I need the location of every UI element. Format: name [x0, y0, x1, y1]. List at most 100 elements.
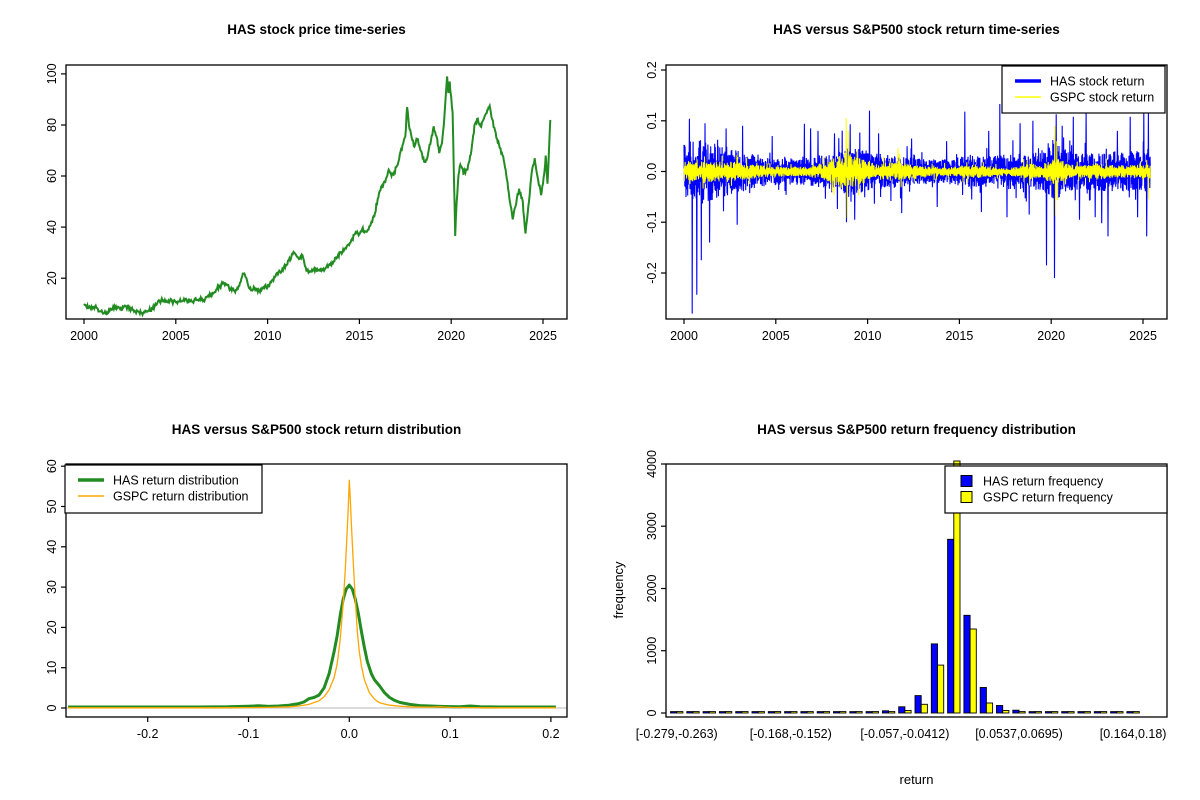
axes: 2000 2005 2010 2015 2020 2025 20 40 60 80 100	[45, 63, 557, 343]
bar	[1034, 711, 1042, 714]
legend-box	[64, 464, 263, 514]
x-tick-label: 2025	[1129, 329, 1157, 343]
bar	[1061, 711, 1069, 714]
bar	[1067, 711, 1075, 714]
bar	[937, 664, 945, 714]
y-tick-label: 0	[645, 709, 659, 716]
x-tick-label: 2020	[437, 329, 465, 343]
legend-label: HAS return distribution	[113, 474, 239, 488]
y-tick-label: 0.2	[645, 61, 659, 78]
legend-label: GSPC stock return	[1050, 91, 1154, 105]
bar	[767, 711, 775, 714]
y-tick-label: 30	[45, 580, 59, 594]
bar	[881, 710, 890, 714]
bar	[751, 711, 759, 714]
bar	[708, 711, 716, 714]
y-tick-label: 100	[45, 63, 59, 84]
plot-box	[65, 64, 568, 320]
y-tick-label: 40	[45, 540, 59, 554]
bar	[741, 711, 749, 714]
bar	[996, 705, 1004, 714]
panel-return-distribution: HAS versus S&P500 stock return distribut…	[0, 400, 600, 800]
bar	[920, 703, 928, 714]
bar	[904, 710, 912, 714]
axes: 2000 2005 2010 2015 2020 2025 -0.2 -0.1 0.0 0.1 0.…	[645, 61, 1157, 343]
bar	[702, 711, 710, 714]
bar	[718, 711, 727, 714]
bar	[888, 711, 896, 714]
y-tick-label: 60	[45, 459, 59, 473]
axes: [-0.279,-0.263) [-0.168,-0.152) [-0.057,-0…	[636, 450, 1167, 741]
bar	[774, 711, 782, 714]
bar	[930, 643, 938, 714]
plot-box	[665, 463, 1168, 718]
bar	[1002, 710, 1010, 714]
bar	[1044, 711, 1053, 714]
bar	[969, 628, 977, 714]
bar	[855, 711, 863, 714]
bar	[1083, 711, 1091, 714]
y-tick-label: 0	[45, 704, 59, 711]
series-noise-line	[683, 103, 1151, 314]
has-price-plot: 2000 2005 2010 2015 2020 2025 20 40 60 80 100	[45, 63, 568, 343]
series-noise-line	[683, 118, 1151, 219]
y-tick-label: 20	[45, 271, 59, 285]
bar	[1100, 711, 1108, 714]
x-tick-label: 0.2	[542, 727, 559, 741]
x-tick-label: [-0.279,-0.263)	[636, 727, 718, 741]
bar	[898, 706, 906, 714]
bar	[816, 711, 824, 714]
bar	[806, 711, 814, 714]
bar	[947, 538, 955, 714]
series-density	[68, 583, 556, 709]
x-tick-label: 0.1	[441, 727, 458, 741]
panel-return-frequency: HAS versus S&P500 return frequency distr…	[600, 400, 1200, 800]
x-tick-label: 2000	[670, 329, 698, 343]
y-tick-label: -0.1	[645, 211, 659, 233]
bar	[865, 711, 873, 714]
x-axis-label-return: return	[899, 772, 934, 787]
bar	[784, 711, 792, 714]
bar	[725, 711, 733, 714]
x-tick-label: 2010	[854, 329, 882, 343]
y-tick-label: 0.0	[645, 163, 659, 180]
density-series-layer	[66, 479, 567, 709]
legend-box	[1001, 65, 1166, 114]
panel-has-price: HAS stock price time-series 2000 2005 2010…	[0, 0, 600, 400]
bar	[833, 711, 841, 714]
bar	[757, 711, 765, 714]
legend: HAS stock return GSPC stock return	[1001, 65, 1166, 114]
return-distribution-plot: -0.2 -0.1 0.0 0.1 0.2 0 10 20 30 40 50 60 HAS return…	[45, 459, 568, 741]
bar	[735, 711, 743, 714]
y-tick-label: 4000	[645, 450, 659, 478]
y-tick-label: -0.2	[645, 262, 659, 284]
return-timeseries-plot: 2000 2005 2010 2015 2020 2025 -0.2 -0.1 0.0 0.1 0.…	[645, 61, 1168, 343]
legend: HAS return frequency GSPC return frequenc…	[944, 465, 1168, 514]
bar	[849, 711, 857, 714]
legend-label: HAS return frequency	[983, 475, 1104, 489]
bar	[1051, 711, 1059, 714]
legend-label: GSPC return distribution	[113, 490, 249, 504]
bar	[953, 460, 961, 714]
bar	[1116, 711, 1124, 714]
bar	[1018, 711, 1026, 714]
bar	[1012, 709, 1020, 714]
chart-title-has-price: HAS stock price time-series	[227, 22, 406, 37]
x-tick-label: 2005	[762, 329, 790, 343]
chart-title-return-distribution: HAS versus S&P500 stock return distribut…	[171, 422, 462, 437]
bar	[1126, 711, 1134, 714]
x-tick-label: 2020	[1037, 329, 1065, 343]
bar	[692, 711, 700, 714]
bar	[790, 711, 798, 714]
bar	[839, 711, 847, 714]
y-tick-label: 3000	[645, 512, 659, 540]
x-tick-label: -0.1	[238, 727, 260, 741]
y-tick-label: 40	[45, 220, 59, 234]
y-tick-label: 1000	[645, 637, 659, 665]
bar	[1077, 711, 1085, 714]
legend: HAS return distribution GSPC return distr…	[64, 464, 263, 514]
bar	[1132, 711, 1140, 714]
histogram-series-layer	[670, 460, 1140, 714]
chart-title-return-frequency: HAS versus S&P500 return frequency distr…	[757, 422, 1076, 437]
y-tick-label: 2000	[645, 575, 659, 603]
